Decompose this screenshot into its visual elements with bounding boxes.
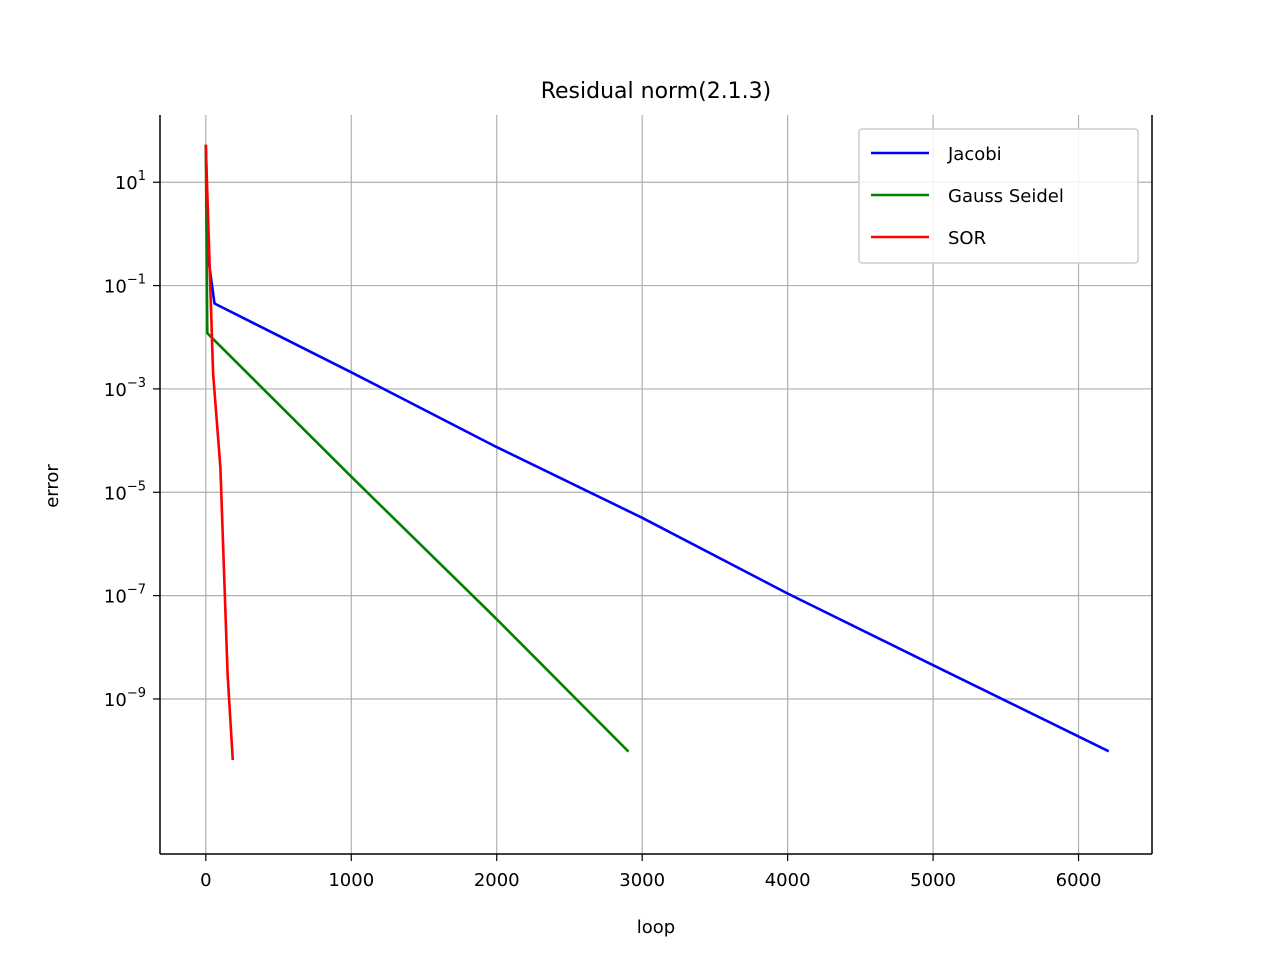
- legend-label: SOR: [948, 228, 986, 249]
- legend-box: [858, 128, 1139, 264]
- y-tick-label: 101: [115, 169, 146, 194]
- series-line-sor: [204, 144, 235, 761]
- grid-lines: [160, 115, 1152, 854]
- x-tick-label: 2000: [474, 870, 520, 891]
- chart-title: Residual norm(2.1.3): [541, 79, 772, 104]
- x-tick-label: 6000: [1056, 870, 1102, 891]
- y-tick-label: 10−5: [104, 479, 146, 504]
- legend-label: Gauss Seidel: [948, 186, 1064, 207]
- x-tick-label: 3000: [619, 870, 665, 891]
- series-lines: [204, 144, 1110, 761]
- legend-entries: Jacobi Gauss Seidel SOR: [871, 144, 1064, 249]
- legend: Jacobi Gauss Seidel SOR: [858, 128, 1139, 264]
- y-axis-ticks: 101 10−1 10−3 10−5 10−7 10−9: [104, 169, 160, 711]
- x-axis-ticks: 0 1000 2000 3000 4000 5000 6000: [200, 854, 1101, 891]
- series-line-gauss-seidel: [204, 144, 630, 753]
- legend-label: Jacobi: [947, 144, 1002, 165]
- x-tick-label: 1000: [328, 870, 374, 891]
- y-tick-label: 10−7: [104, 583, 146, 608]
- x-tick-label: 0: [200, 870, 211, 891]
- x-axis-label: loop: [637, 917, 675, 938]
- y-tick-label: 10−9: [104, 686, 146, 711]
- x-tick-label: 5000: [910, 870, 956, 891]
- y-tick-label: 10−1: [104, 273, 146, 298]
- y-tick-label: 10−3: [104, 376, 146, 401]
- y-axis-label: error: [42, 464, 63, 508]
- x-tick-label: 4000: [765, 870, 811, 891]
